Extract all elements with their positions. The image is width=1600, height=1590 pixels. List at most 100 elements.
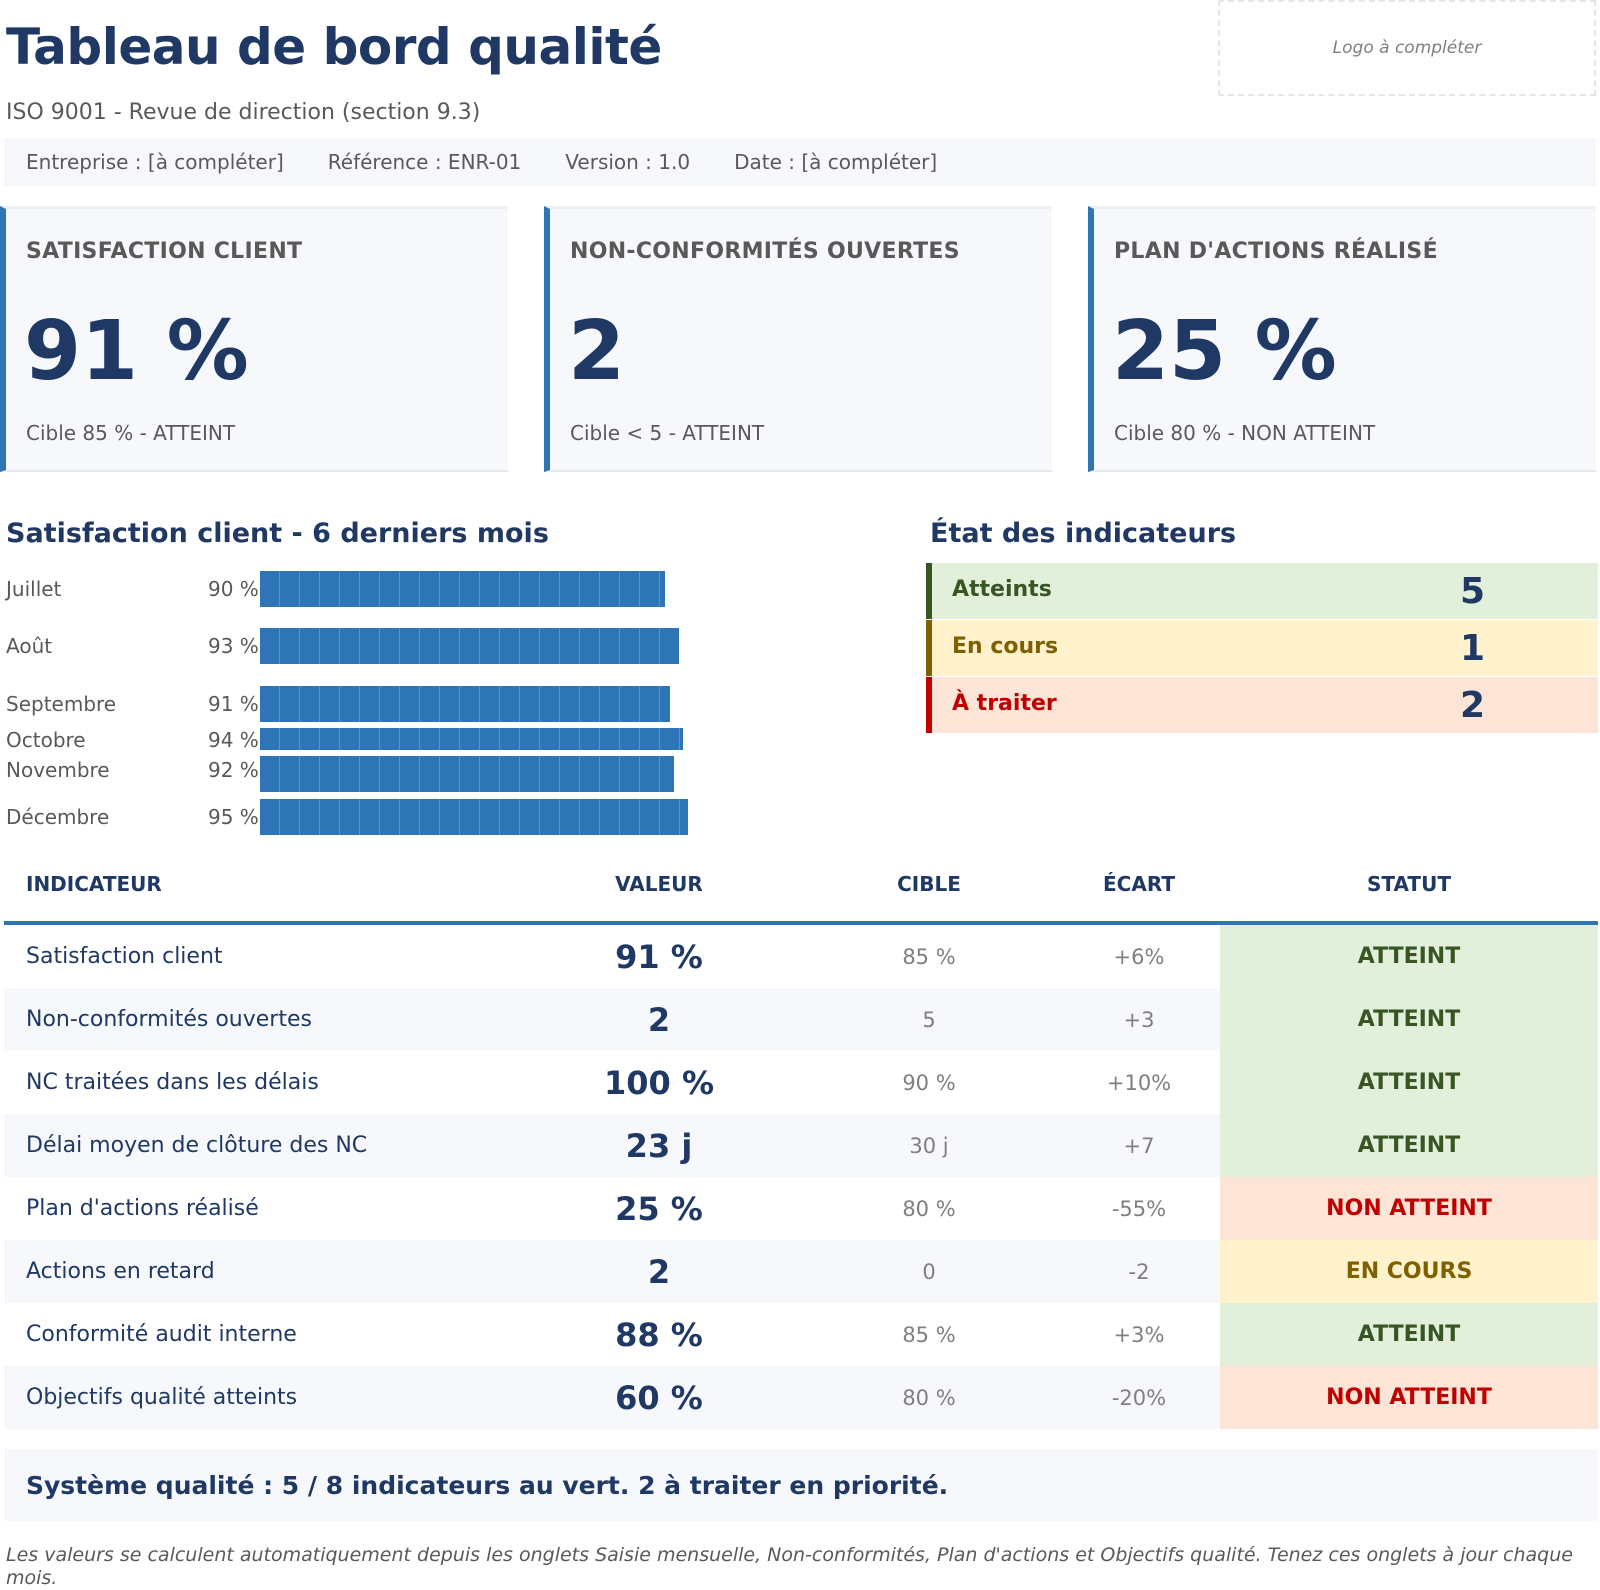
bar-month-label: Août	[6, 634, 53, 658]
status-row-in-progress: En cours 1	[926, 620, 1598, 676]
kpi-card-action-plan: PLAN D'ACTIONS RÉALISÉ 25 % Cible 80 % -…	[1088, 206, 1596, 472]
page-title: Tableau de bord qualité	[6, 18, 662, 76]
bar-row-october: Octobre 94 %	[6, 728, 706, 752]
cell-value: 100 %	[604, 1063, 714, 1102]
status-count: 2	[1460, 685, 1486, 726]
cell-status: ATTEINT	[1220, 1303, 1598, 1366]
satisfaction-chart-title: Satisfaction client - 6 derniers mois	[6, 518, 549, 549]
column-header-status: STATUT	[1367, 872, 1451, 896]
cell-value: 91 %	[615, 937, 703, 976]
bar-row-august: Août 93 %	[6, 628, 706, 664]
bar	[260, 756, 674, 792]
table-row: NC traitées dans les délais 100 % 90 % +…	[4, 1051, 1598, 1114]
cell-target: 85 %	[902, 944, 956, 969]
bar-row-november: Novembre 92 %	[6, 756, 706, 792]
logo-placeholder: Logo à compléter	[1218, 0, 1596, 96]
cell-gap: -55%	[1111, 1196, 1167, 1221]
cell-target: 85 %	[902, 1322, 956, 1347]
page-subtitle: ISO 9001 - Revue de direction (section 9…	[6, 100, 481, 125]
cell-value: 60 %	[615, 1378, 703, 1417]
cell-target: 80 %	[902, 1196, 956, 1221]
cell-status: NON ATTEINT	[1220, 1366, 1598, 1429]
column-header-gap: ÉCART	[1103, 872, 1175, 896]
cell-gap: +3%	[1113, 1322, 1165, 1347]
bar-row-september: Septembre 91 %	[6, 686, 706, 722]
summary-banner: Système qualité : 5 / 8 indicateurs au v…	[4, 1449, 1598, 1521]
kpi-card-satisfaction: SATISFACTION CLIENT 91 % Cible 85 % - AT…	[0, 206, 508, 472]
status-row-to-handle: À traiter 2	[926, 677, 1598, 733]
meta-version: Version : 1.0	[565, 150, 691, 174]
cell-gap: +7	[1123, 1133, 1155, 1158]
cell-gap: +3	[1123, 1007, 1155, 1032]
cell-indicator: Conformité audit interne	[26, 1322, 297, 1347]
status-label: En cours	[952, 634, 1059, 659]
status-row-achieved: Atteints 5	[926, 563, 1598, 619]
cell-indicator: Actions en retard	[26, 1259, 215, 1284]
cell-status: ATTEINT	[1220, 1114, 1598, 1177]
status-summary-title: État des indicateurs	[930, 518, 1237, 549]
table-row: Actions en retard 2 0 -2 EN COURS	[4, 1240, 1598, 1303]
meta-company: Entreprise : [à compléter]	[26, 150, 284, 174]
bar-month-label: Octobre	[6, 728, 86, 752]
cell-target: 90 %	[902, 1070, 956, 1095]
bar	[260, 686, 670, 722]
kpi-target: Cible 85 % - ATTEINT	[26, 421, 236, 445]
meta-date: Date : [à compléter]	[734, 150, 938, 174]
table-row: Conformité audit interne 88 % 85 % +3% A…	[4, 1303, 1598, 1366]
cell-value: 88 %	[615, 1315, 703, 1354]
bar	[260, 728, 683, 750]
kpi-value: 91 %	[24, 304, 249, 399]
cell-value: 23 j	[625, 1126, 693, 1165]
cell-value: 25 %	[615, 1189, 703, 1228]
bar-value-label: 91 %	[208, 692, 259, 716]
meta-reference: Référence : ENR-01	[327, 150, 522, 174]
status-label: À traiter	[952, 691, 1057, 716]
bar-row-july: Juillet 90 %	[6, 571, 706, 607]
cell-gap: +10%	[1106, 1070, 1172, 1095]
cell-gap: +6%	[1113, 944, 1165, 969]
summary-text: Système qualité : 5 / 8 indicateurs au v…	[26, 1470, 949, 1500]
cell-indicator: Non-conformités ouvertes	[26, 1007, 312, 1032]
kpi-label: PLAN D'ACTIONS RÉALISÉ	[1114, 239, 1438, 264]
status-label: Atteints	[952, 577, 1052, 602]
kpi-target: Cible < 5 - ATTEINT	[570, 421, 765, 445]
cell-value: 2	[647, 1252, 671, 1291]
cell-status: NON ATTEINT	[1220, 1177, 1598, 1240]
bar-value-label: 95 %	[208, 805, 259, 829]
cell-indicator: NC traitées dans les délais	[26, 1070, 319, 1095]
cell-indicator: Délai moyen de clôture des NC	[26, 1133, 368, 1158]
bar	[260, 799, 688, 835]
bar-value-label: 93 %	[208, 634, 259, 658]
status-count: 1	[1460, 628, 1486, 669]
header-divider	[4, 921, 1598, 925]
cell-target: 5	[922, 1007, 936, 1032]
bar-value-label: 94 %	[208, 728, 259, 752]
footnote: Les valeurs se calculent automatiquement…	[6, 1544, 1573, 1589]
cell-status: ATTEINT	[1220, 988, 1598, 1051]
bar-month-label: Décembre	[6, 805, 110, 829]
kpi-label: SATISFACTION CLIENT	[26, 239, 303, 264]
table-row: Satisfaction client 91 % 85 % +6% ATTEIN…	[4, 925, 1598, 988]
cell-indicator: Plan d'actions réalisé	[26, 1196, 259, 1221]
status-count: 5	[1460, 571, 1486, 612]
cell-value: 2	[647, 1000, 671, 1039]
table-row: Objectifs qualité atteints 60 % 80 % -20…	[4, 1366, 1598, 1429]
document-meta-bar: Entreprise : [à compléter] Référence : E…	[4, 138, 1596, 186]
kpi-label: NON-CONFORMITÉS OUVERTES	[570, 239, 960, 264]
table-row: Non-conformités ouvertes 2 5 +3 ATTEINT	[4, 988, 1598, 1051]
bar-value-label: 92 %	[208, 758, 259, 782]
bar-value-label: 90 %	[208, 577, 259, 601]
bar-month-label: Juillet	[6, 577, 62, 601]
bar-row-december: Décembre 95 %	[6, 799, 706, 835]
cell-gap: -20%	[1111, 1385, 1167, 1410]
cell-status: ATTEINT	[1220, 1051, 1598, 1114]
kpi-value: 2	[568, 304, 626, 399]
cell-target: 0	[922, 1259, 936, 1284]
column-header-indicator: INDICATEUR	[26, 872, 162, 896]
bar-month-label: Septembre	[6, 692, 117, 716]
bar	[260, 628, 679, 664]
cell-indicator: Objectifs qualité atteints	[26, 1385, 298, 1410]
cell-status: ATTEINT	[1220, 925, 1598, 988]
table-row: Délai moyen de clôture des NC 23 j 30 j …	[4, 1114, 1598, 1177]
cell-indicator: Satisfaction client	[26, 944, 223, 969]
